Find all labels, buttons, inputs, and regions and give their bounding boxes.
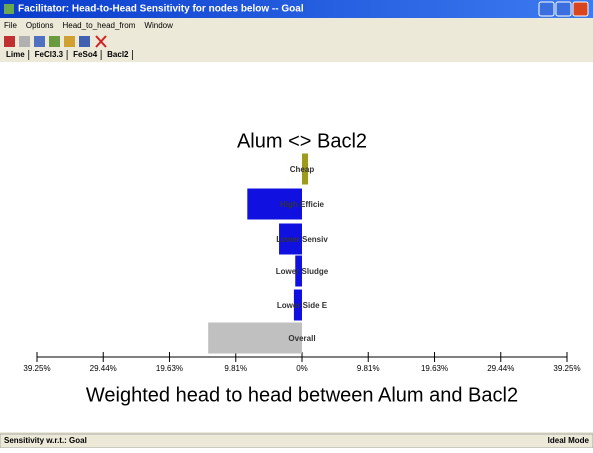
bar bbox=[279, 223, 302, 255]
status-right: Ideal Mode bbox=[548, 436, 590, 445]
bar-label: Lower Sensiv bbox=[276, 235, 328, 244]
tool-button[interactable] bbox=[4, 36, 15, 47]
bar-label: Lower Sludge bbox=[276, 267, 329, 276]
menu-item[interactable]: Options bbox=[26, 21, 54, 30]
tool-button[interactable] bbox=[49, 36, 60, 47]
x-tick-label: 19.63% bbox=[156, 364, 183, 373]
x-tick-label: 39.25% bbox=[553, 364, 580, 373]
x-tick-label: 29.44% bbox=[90, 364, 117, 373]
x-tick-label: 9.81% bbox=[357, 364, 380, 373]
tool-button[interactable] bbox=[79, 36, 90, 47]
menu-item[interactable]: Head_to_head_from bbox=[62, 21, 135, 30]
bar bbox=[302, 153, 309, 185]
bar-label: Overall bbox=[288, 334, 315, 343]
bar-label: High Efficie bbox=[280, 200, 325, 209]
x-tick-label: 29.44% bbox=[487, 364, 514, 373]
x-tick-label: 0% bbox=[296, 364, 308, 373]
minimize-button[interactable] bbox=[538, 1, 555, 17]
menu-item[interactable]: File bbox=[4, 21, 17, 30]
x-axis-title: Weighted head to head between Alum and B… bbox=[86, 384, 518, 406]
tab[interactable]: FeCl3.3 bbox=[35, 50, 64, 59]
menu-item[interactable]: Window bbox=[144, 21, 173, 30]
tool-button[interactable] bbox=[34, 36, 45, 47]
bar-label: Lower Side E bbox=[277, 301, 328, 310]
menu-bar: File Options Head_to_head_from Window bbox=[4, 21, 173, 30]
close-button[interactable] bbox=[572, 1, 589, 17]
tool-button[interactable] bbox=[19, 36, 30, 47]
x-tick-label: 39.25% bbox=[23, 364, 50, 373]
tool-button[interactable] bbox=[64, 36, 75, 47]
x-tick-label: 9.81% bbox=[224, 364, 247, 373]
bar bbox=[293, 289, 302, 321]
x-tick-label: 19.63% bbox=[421, 364, 448, 373]
app-icon bbox=[4, 4, 14, 14]
bar bbox=[295, 255, 302, 287]
title-bar bbox=[0, 0, 593, 18]
tab[interactable]: Bacl2 bbox=[107, 50, 129, 59]
tab-strip: Lime FeCl3.3 FeSo4 Bacl2 bbox=[6, 50, 134, 60]
chart-title: Alum <> Bacl2 bbox=[237, 130, 367, 152]
bar bbox=[208, 322, 302, 354]
window-title: Facilitator: Head-to-Head Sensitivity fo… bbox=[18, 4, 304, 15]
maximize-button[interactable] bbox=[555, 1, 572, 17]
status-left: Sensitivity w.r.t.: Goal bbox=[4, 436, 87, 445]
bar bbox=[247, 188, 302, 220]
tool-button[interactable] bbox=[95, 35, 107, 48]
bar-label: Cheap bbox=[290, 165, 315, 174]
tab[interactable]: Lime bbox=[6, 50, 25, 59]
toolbar bbox=[4, 35, 107, 48]
tab[interactable]: FeSo4 bbox=[73, 50, 98, 59]
status-bar bbox=[0, 433, 593, 449]
